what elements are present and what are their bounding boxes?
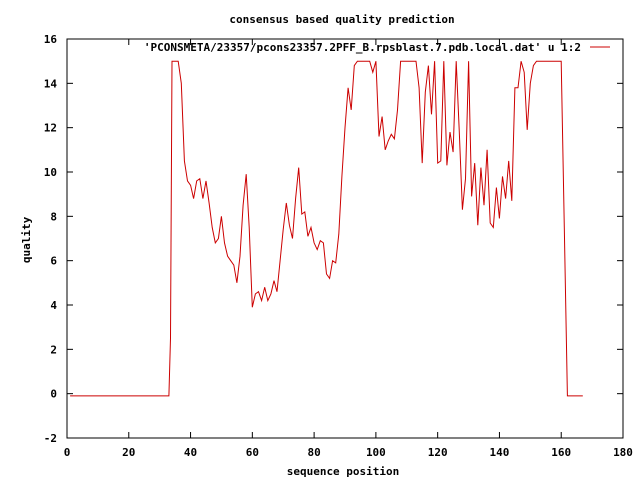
series-layer	[70, 60, 583, 397]
y-tick-label: -2	[44, 432, 57, 445]
x-tick-label: 0	[64, 446, 71, 459]
y-tick-label: 6	[50, 255, 57, 268]
plot-area-border	[66, 38, 624, 439]
x-tick-label: 140	[490, 446, 510, 459]
legend-entry-label: 'PCONSMETA/23357/pcons23357.2PFF_B.rpsbl…	[144, 41, 581, 54]
axis-tick-labels: 0 20 40 60 80 100 120 140 160 180 -2 0 2 4 6 8 10 12 14 16	[44, 33, 633, 459]
y-tick-label: 2	[50, 343, 57, 356]
x-tick-label: 120	[428, 446, 448, 459]
y-tick-label: 10	[44, 166, 57, 179]
y-tick-label: 0	[50, 388, 57, 401]
axis-ticks	[66, 38, 624, 439]
x-tick-label: 60	[246, 446, 259, 459]
x-tick-label: 180	[613, 446, 633, 459]
x-tick-label: 20	[122, 446, 135, 459]
y-tick-label: 16	[44, 33, 58, 46]
x-axis-label: sequence position	[287, 465, 400, 478]
y-axis-label: quality	[20, 216, 33, 263]
y-tick-label: 4	[50, 299, 57, 312]
series-line	[70, 60, 583, 397]
x-tick-label: 40	[184, 446, 197, 459]
x-tick-label: 160	[551, 446, 571, 459]
y-tick-label: 12	[44, 122, 57, 135]
x-tick-label: 100	[366, 446, 386, 459]
chart-title: consensus based quality prediction	[229, 13, 454, 26]
y-tick-label: 14	[44, 77, 58, 90]
x-tick-label: 80	[307, 446, 320, 459]
y-tick-label: 8	[50, 210, 57, 223]
